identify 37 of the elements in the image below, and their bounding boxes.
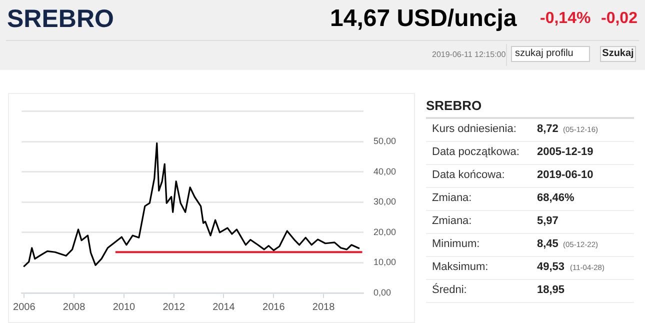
- text: 2005-12-19: [537, 146, 594, 158]
- text: 68,46%: [537, 192, 574, 204]
- text: Zmiana:: [432, 215, 472, 227]
- x-tick-label: 2006: [13, 302, 36, 313]
- text: 49,53: [537, 261, 565, 273]
- text: Kurs odniesienia:: [432, 123, 516, 135]
- text: Minimum:: [432, 238, 480, 250]
- text: 2019-06-10: [537, 169, 594, 181]
- y-tick-label: 0,00: [373, 287, 392, 298]
- text: Data końcowa:: [432, 169, 505, 181]
- text: -0,02: [601, 10, 638, 28]
- text: 2019-06-11 12:15:00: [432, 50, 506, 59]
- search-field: szukaj profilu: [511, 46, 590, 62]
- text: 8,72: [537, 123, 558, 135]
- y-tick-label: 40,00: [373, 166, 396, 176]
- text: -0,14%: [540, 10, 591, 28]
- x-tick-label: 2016: [262, 302, 286, 313]
- y-tick-label: 50,00: [373, 136, 396, 146]
- text: 8,45: [537, 238, 558, 250]
- y-tick-label: 10,00: [373, 257, 396, 268]
- text: Średni:: [432, 284, 467, 296]
- x-tick-label: 2014: [212, 302, 236, 313]
- y-tick-label: 20,00: [373, 226, 396, 237]
- text: Maksimum:: [432, 261, 488, 273]
- text: SREBRO: [426, 98, 482, 113]
- text: Data początkowa:: [432, 146, 520, 158]
- y-tick-label: 30,00: [373, 196, 396, 207]
- x-tick-label: 2008: [62, 302, 86, 313]
- chart-title: SREBRO: [7, 5, 114, 34]
- search-button: Szukaj: [600, 46, 636, 62]
- text: 5,97: [537, 215, 558, 227]
- text: 18,95: [537, 284, 565, 296]
- text: 14,67 USD/uncja: [330, 5, 517, 33]
- text: Zmiana:: [432, 192, 472, 204]
- x-tick-label: 2010: [112, 302, 136, 313]
- x-tick-label: 2018: [312, 302, 336, 313]
- x-tick-label: 2012: [162, 302, 186, 313]
